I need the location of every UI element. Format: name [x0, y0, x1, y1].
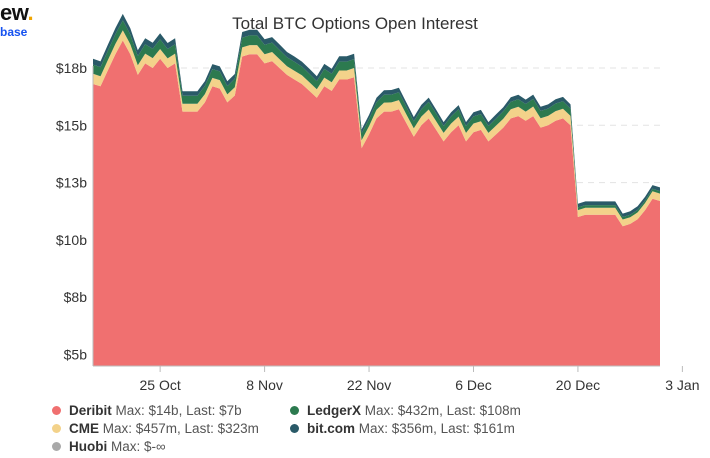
legend-series-name: Huobi	[69, 439, 108, 454]
legend-item-bit-com[interactable]: bit.com Max: $356m, Last: $161m	[290, 421, 515, 436]
y-tick-label: $13b	[56, 175, 87, 191]
legend-series-stats: Max: $432m, Last: $108m	[364, 403, 521, 418]
area-deribit[interactable]	[93, 40, 660, 367]
legend-series-name: CME	[69, 421, 99, 436]
legend-series-stats: Max: $457m, Last: $323m	[102, 421, 259, 436]
y-tick-label: $15b	[56, 117, 87, 133]
legend-item-cme[interactable]: CME Max: $457m, Last: $323m	[52, 421, 259, 436]
legend-swatch	[52, 424, 61, 433]
open-interest-chart: $5b $8b $10b $13b $15b $18b 25 Oct 8 Nov 22 Nov…	[56, 13, 700, 393]
axes	[92, 66, 660, 367]
chart-title: Total BTC Options Open Interest	[232, 14, 478, 33]
x-tick-label: 6 Dec	[455, 377, 492, 393]
legend-item-deribit[interactable]: Deribit Max: $14b, Last: $7b	[52, 403, 242, 418]
legend-item-huobi[interactable]: Huobi Max: $-∞	[52, 439, 166, 454]
x-tick-label: 22 Nov	[347, 377, 391, 393]
legend-swatch	[290, 406, 299, 415]
legend-series-stats: Max: $356m, Last: $161m	[358, 421, 515, 436]
legend-series-name: Deribit	[69, 403, 112, 418]
legend-series-name: bit.com	[307, 421, 356, 436]
y-tick-label: $8b	[64, 289, 88, 305]
brand-logo: ew. base	[0, 0, 34, 39]
y-tick-label: $10b	[56, 232, 87, 248]
y-tick-label: $5b	[64, 347, 88, 363]
x-tick-label: 25 Oct	[140, 377, 181, 393]
stacked-areas	[93, 13, 660, 367]
y-axis-ticks: $5b $8b $10b $13b $15b $18b	[56, 60, 87, 363]
legend-swatch	[290, 424, 299, 433]
y-tick-label: $18b	[56, 60, 87, 76]
brand-logo-subtext: base	[0, 25, 28, 39]
legend-swatch	[52, 406, 61, 415]
legend-series-stats: Max: $-∞	[111, 439, 166, 454]
legend-series-stats: Max: $14b, Last: $7b	[115, 403, 242, 418]
x-tick-label: 20 Dec	[556, 377, 600, 393]
x-tick-label: 3 Jan	[665, 377, 699, 393]
legend-series-name: LedgerX	[307, 403, 362, 418]
brand-logo-wordmark: ew.	[0, 0, 34, 25]
x-tick-label: 8 Nov	[246, 377, 283, 393]
x-axis-ticks: 25 Oct 8 Nov 22 Nov 6 Dec 20 Dec 3 Jan	[140, 366, 700, 393]
legend-swatch	[52, 442, 61, 451]
legend-item-ledgerx[interactable]: LedgerX Max: $432m, Last: $108m	[290, 403, 521, 418]
